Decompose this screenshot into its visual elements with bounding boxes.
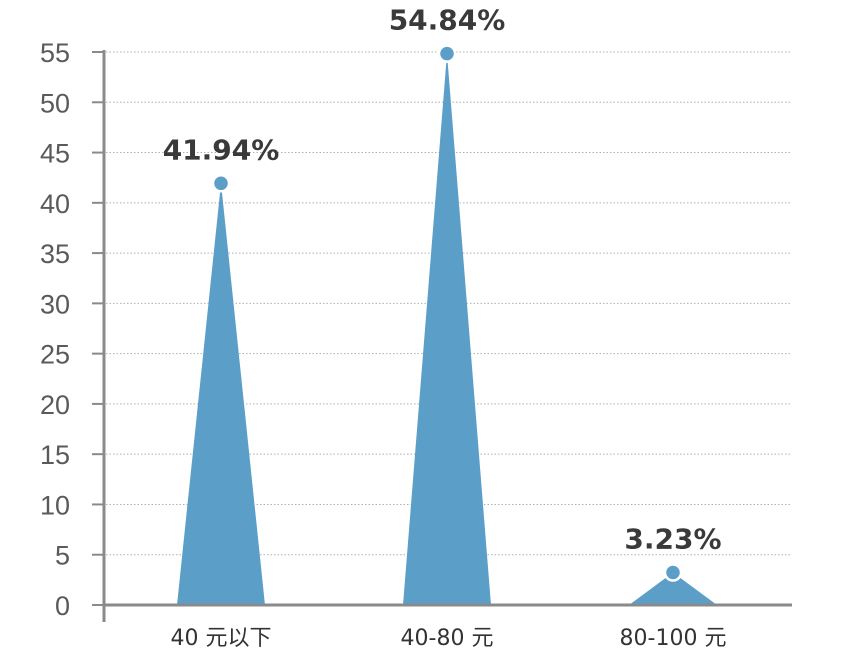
y-tick-label: 55 [40,38,70,68]
x-tick-label: 40-80 元 [401,626,494,651]
data-labels: 41.94% 54.84% 3.23% [163,4,722,556]
peak-dot [663,563,683,582]
y-tick-label: 0 [55,591,70,621]
y-tick-label: 10 [40,490,70,520]
x-axis-ticks: 40 元以下 40-80 元 80-100 元 [171,626,727,651]
data-label: 3.23% [624,523,721,556]
peak-mark [629,572,717,605]
y-tick-label: 40 [40,189,70,219]
x-tick-label: 40 元以下 [171,626,272,651]
chart-marks [177,44,717,606]
data-label: 41.94% [163,133,280,166]
y-tick-label: 35 [40,239,70,269]
y-tick-label: 5 [55,541,70,571]
y-tick-label: 45 [40,139,70,169]
data-label: 54.84% [389,4,506,37]
peak-dot [437,44,457,63]
peak-mark [177,183,265,605]
axes [92,50,792,622]
x-tick-label: 80-100 元 [620,626,727,651]
y-axis-ticks: 0 5 10 15 20 25 30 35 40 45 50 55 [40,38,70,621]
y-tick-label: 15 [40,440,70,470]
peak-mark [403,53,491,606]
y-tick-label: 25 [40,340,70,370]
y-tick-label: 20 [40,390,70,420]
y-tick-label: 50 [40,88,70,118]
y-tick-label: 30 [40,289,70,319]
peak-dot [211,174,231,193]
